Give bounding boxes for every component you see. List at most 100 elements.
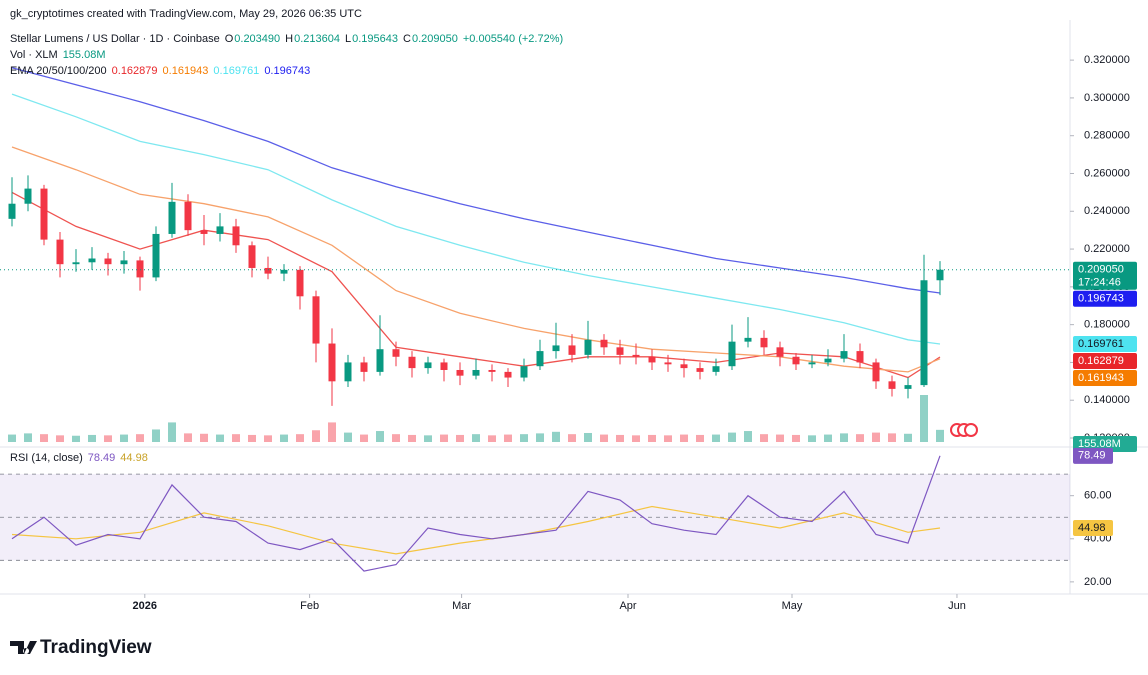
price-box-label: 0.169761 [1078,338,1124,350]
volume-bar [888,433,896,442]
candle-body [776,347,784,357]
volume-bar [424,435,432,442]
ema-value: 0.169761 [213,65,260,77]
candle-body [440,362,448,370]
ohlc-value: 0.209050 [411,33,458,45]
volume-bar [904,433,912,442]
ema-line [11,146,941,373]
volume-bar [872,432,880,442]
volume-bar [600,434,608,442]
volume-bar [296,434,304,442]
volume-bar [568,434,576,442]
volume-bar [72,435,80,442]
volume-bar [808,435,816,442]
volume-bar [152,429,160,442]
volume-bar [216,434,224,442]
symbol-legend: Stellar Lumens / US Dollar · 1D · Coinba… [10,33,568,45]
rsi-box [1073,447,1113,464]
price-box-label: 0.161943 [1078,372,1124,384]
x-tick-label: Feb [300,600,319,612]
volume-bar [792,434,800,442]
brand: TradingView [40,637,152,658]
rsi-ma-box [1073,520,1113,537]
volume-bar [632,435,640,442]
candle-body [616,347,624,355]
volume-bar [56,435,64,442]
ema-price-box [1073,335,1137,352]
ema-line [11,93,941,345]
candle-body [488,369,496,372]
symbol-title: Stellar Lumens / US Dollar · 1D · Coinba… [10,33,220,45]
x-tick-label: Jun [948,600,966,612]
ema-price-box [1073,290,1137,307]
candle-body [344,362,352,382]
price-box-label: 0.162879 [1078,355,1124,367]
rsi-tick-label: 20.00 [1084,576,1112,588]
candle-body [216,226,224,234]
candle-body [264,267,272,274]
ema-legend: EMA 20/50/100/200 0.162879 0.161943 0.16976… [10,65,315,77]
x-tick-label: 2026 [133,600,157,612]
volume-bar [376,431,384,442]
volume-bar [472,434,480,442]
candle-body [248,245,256,268]
volume-value: 155.08M [62,49,106,61]
volume-bar [344,432,352,442]
volume-bar [488,435,496,442]
y-tick-label: 0.280000 [1084,130,1130,142]
candle-body [72,262,80,265]
x-tick-label: May [782,600,803,612]
candle-body [920,280,928,386]
flags [950,423,978,437]
candle-body [888,381,896,389]
volume-bar [520,434,528,442]
volume-bar [408,434,416,442]
candle-body [8,203,16,219]
price-box-label: 0.209050 [1078,264,1124,276]
candle-body [392,349,400,357]
rsi-box-label: 78.49 [1078,450,1106,462]
ema-value: 0.196743 [264,65,311,77]
volume-bar [536,433,544,442]
volume-bar [920,395,928,442]
ohlc-key: O [224,33,234,45]
volume-bar [840,433,848,442]
candle-body [744,337,752,342]
candle-body [312,296,320,344]
volume-bar [40,434,48,442]
volume-bar [936,429,944,442]
candle-body [456,369,464,376]
volume-bar [504,434,512,442]
ema-title: EMA 20/50/100/200 [10,65,107,77]
volume-bar [440,434,448,442]
ema-value: 0.162879 [111,65,158,77]
candle-body [584,339,592,355]
rsi-line [11,455,941,572]
candle-body [104,258,112,265]
attribution-text: gk_cryptotimes created with TradingView.… [10,8,362,20]
ema-line [11,191,941,379]
volume-bar [392,434,400,442]
volume-box-label: 155.08M [1078,438,1121,450]
volume-bar [456,434,464,442]
volume-bar [696,434,704,442]
y-tick-label: 0.180000 [1084,319,1130,331]
rsi-ma-value: 44.98 [120,452,148,464]
volume-bar [616,434,624,442]
volume-bar [168,422,176,442]
candle-body [24,188,32,204]
candle-body [840,351,848,359]
rsi-value: 78.49 [87,452,116,464]
candle-body [520,366,528,378]
candle-body [424,362,432,369]
volume-bar [712,434,720,442]
candle-body [936,269,944,281]
candle-body [872,362,880,382]
volume-bar [824,434,832,442]
candle-body [712,366,720,372]
candle-body [904,385,912,389]
volume-bar [328,422,336,442]
volume-bar [744,431,752,442]
ohlc-value: 0.203490 [234,33,281,45]
